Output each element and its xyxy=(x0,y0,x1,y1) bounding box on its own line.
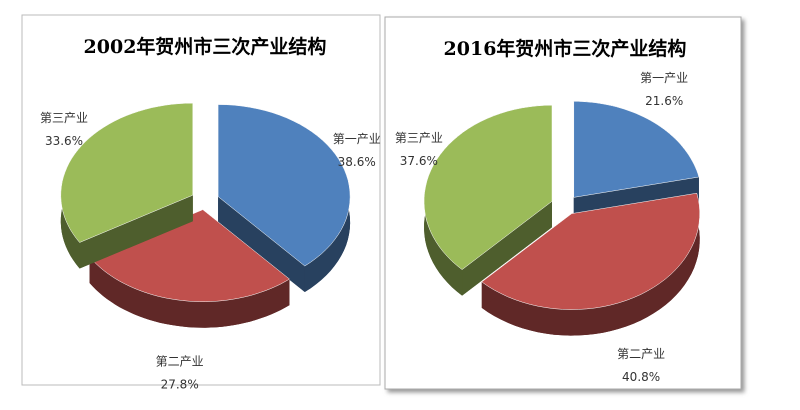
category-label: 第三产业 xyxy=(40,111,88,125)
slice-top xyxy=(481,192,700,310)
slice-side xyxy=(79,195,193,269)
slice-side xyxy=(218,196,305,292)
category-label: 第三产业 xyxy=(395,131,443,145)
slice-side xyxy=(89,257,290,328)
value-label: 27.8% xyxy=(161,378,199,392)
slice-top xyxy=(60,102,194,243)
slice-side xyxy=(462,201,552,296)
chart-title: 2002年贺州市三次产业结构 xyxy=(84,35,327,58)
value-label: 38.6% xyxy=(338,155,376,169)
pie-slice xyxy=(89,209,290,328)
slice-top xyxy=(217,104,351,267)
category-label: 第二产业 xyxy=(617,347,665,361)
category-label: 第二产业 xyxy=(156,355,204,369)
pie-slice xyxy=(60,102,194,269)
pie-slice xyxy=(423,105,553,296)
value-label: 40.8% xyxy=(622,370,660,384)
value-label: 21.6% xyxy=(645,94,683,108)
category-label: 第一产业 xyxy=(640,71,688,85)
slice-top xyxy=(573,101,700,198)
slice-side xyxy=(481,193,700,336)
category-label: 第一产业 xyxy=(333,132,381,146)
value-label: 33.6% xyxy=(45,134,83,148)
pie-slice xyxy=(481,192,700,336)
slice-top xyxy=(423,105,553,270)
slice-top xyxy=(89,209,290,302)
value-label: 37.6% xyxy=(400,154,438,168)
chart-title: 2016年贺州市三次产业结构 xyxy=(444,37,687,60)
pie-slice xyxy=(217,104,351,292)
